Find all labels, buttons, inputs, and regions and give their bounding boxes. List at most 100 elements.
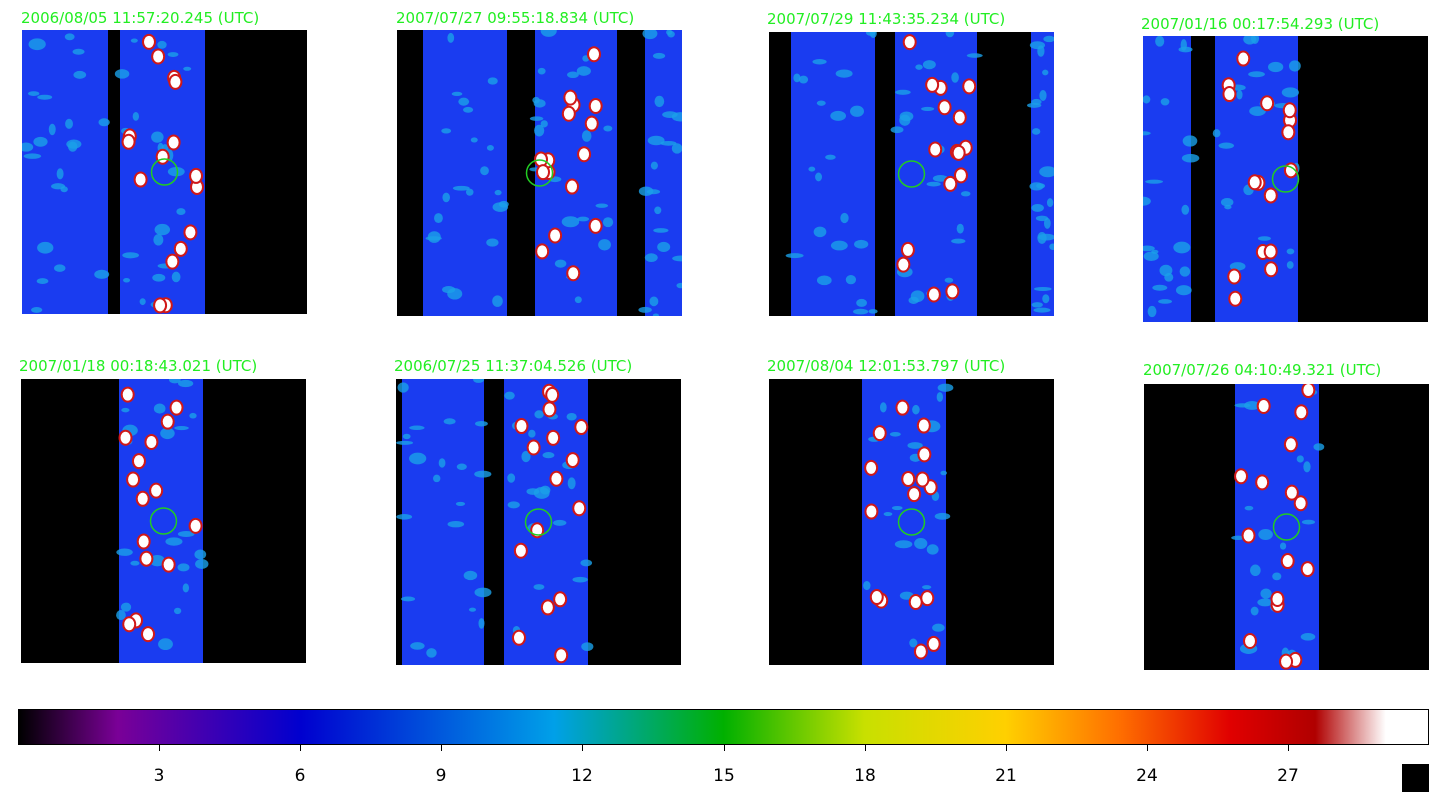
hotspot: [925, 481, 936, 494]
hotspot: [170, 75, 181, 88]
cloud-patch: [603, 125, 613, 132]
cloud-patch: [581, 130, 592, 142]
cloud-patch: [468, 607, 477, 612]
cloud-patch: [447, 32, 455, 43]
colorbar: [18, 709, 1429, 745]
cloud-patch: [1218, 142, 1235, 149]
hotspot: [1230, 292, 1241, 305]
panel-8-image: [1144, 384, 1429, 670]
panel-2-image: [397, 30, 682, 316]
cloud-patch: [1027, 102, 1042, 108]
cloud-patch: [785, 253, 804, 259]
cloud-patch: [504, 391, 515, 400]
cloud-patch: [812, 59, 827, 65]
cloud-patch: [473, 379, 485, 383]
cloud-patch: [1179, 266, 1191, 277]
cloud-patch: [139, 298, 146, 306]
cloud-patch: [397, 382, 409, 393]
hotspot: [175, 242, 186, 255]
cloud-patch: [478, 618, 485, 629]
hotspot: [137, 492, 148, 505]
hotspot: [550, 229, 561, 242]
panel-6-timestamp: 2006/07/25 11:37:04.526 (UTC): [394, 357, 633, 375]
cloud-patch: [650, 161, 658, 170]
cloud-patch: [1279, 542, 1287, 550]
cloud-patch: [581, 642, 594, 651]
cloud-patch: [960, 191, 971, 197]
cloud-patch: [1175, 285, 1192, 296]
hotspot: [122, 388, 133, 401]
cloud-patch: [1036, 183, 1046, 189]
cloud-patch: [27, 91, 40, 96]
panel-3-timestamp: 2007/07/29 11:43:35.234 (UTC): [767, 10, 1006, 28]
cloud-patch: [1181, 204, 1190, 215]
hotspot: [1272, 593, 1283, 606]
hotspot: [898, 258, 909, 271]
cloud-patch: [1034, 286, 1052, 292]
hotspot: [120, 431, 131, 444]
hotspot: [532, 524, 543, 537]
cloud-patch: [1260, 588, 1272, 599]
colorbar-tick-label: 21: [995, 766, 1017, 786]
cloud-patch: [149, 554, 165, 567]
hotspot: [135, 173, 146, 186]
cloud-patch: [652, 313, 659, 316]
cloud-patch: [869, 32, 877, 39]
swath-strip: [791, 32, 875, 316]
cloud-patch: [540, 30, 557, 37]
cloud-patch: [926, 544, 939, 555]
hotspot: [168, 136, 179, 149]
cloud-patch: [672, 255, 682, 262]
swath-strip: [22, 30, 108, 314]
cloud-patch: [174, 425, 189, 431]
panel-3-image: [769, 32, 1054, 316]
cloud-patch: [154, 223, 171, 236]
cloud-patch: [486, 238, 499, 247]
swath-strip: [645, 30, 682, 316]
cloud-patch: [951, 72, 959, 83]
colorbar-tick: [1147, 745, 1148, 751]
cloud-patch: [1301, 519, 1315, 525]
cloud-patch: [1244, 400, 1261, 410]
cloud-patch: [825, 154, 836, 160]
cloud-patch: [894, 540, 913, 549]
cloud-patch: [157, 40, 167, 49]
cloud-patch: [654, 95, 665, 108]
hotspot: [1266, 263, 1277, 276]
hotspot: [927, 78, 938, 91]
cloud-patch: [130, 38, 138, 43]
cloud-patch: [402, 433, 411, 440]
hotspot: [922, 592, 933, 605]
cloud-patch: [167, 166, 185, 177]
cloud-patch: [572, 576, 588, 583]
cloud-patch: [638, 186, 654, 197]
target-circle: [1272, 513, 1301, 541]
cloud-patch: [840, 212, 849, 224]
hotspot: [1303, 384, 1314, 397]
hotspot: [1258, 399, 1269, 412]
cloud-patch: [657, 241, 671, 253]
cloud-patch: [396, 514, 413, 520]
cloud-patch: [30, 306, 43, 313]
cloud-patch: [1251, 36, 1260, 44]
hotspot: [568, 267, 579, 280]
hotspot: [1295, 497, 1306, 510]
panel-1-timestamp: 2006/08/05 11:57:20.245 (UTC): [21, 9, 260, 27]
hotspot: [151, 484, 162, 497]
hotspot: [124, 618, 135, 631]
colorbar-tick-label: 6: [294, 766, 306, 786]
hotspot: [1249, 176, 1260, 189]
cloud-patch: [830, 240, 848, 251]
cloud-patch: [922, 60, 936, 70]
cloud-patch: [451, 91, 463, 96]
colorbar-tick: [724, 745, 725, 751]
nodata-swatch: [1402, 764, 1429, 792]
cloud-patch: [1039, 166, 1054, 178]
cloud-patch: [189, 412, 197, 419]
hotspot: [947, 285, 958, 298]
cloud-patch: [1267, 61, 1284, 73]
cloud-patch: [498, 200, 509, 208]
cloud-patch: [529, 116, 544, 121]
cloud-patch: [850, 105, 864, 117]
cloud-patch: [1296, 455, 1304, 463]
